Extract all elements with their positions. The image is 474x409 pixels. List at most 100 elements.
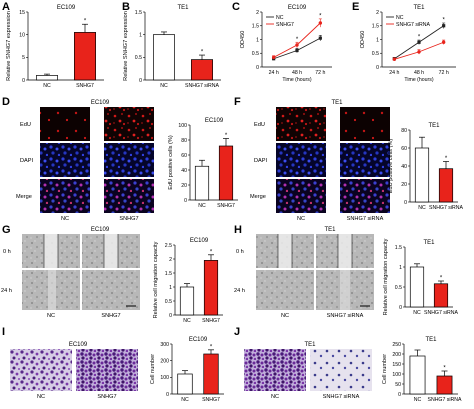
x-tick-label: SNHG7 [76, 83, 94, 89]
x-tick-label: NC [43, 83, 51, 89]
y-tick-label: 15 [19, 10, 25, 16]
merge-micrograph [276, 179, 326, 213]
y-axis-label: Relative SNHG7 expression [6, 11, 12, 81]
y-tick-label: 0 [139, 78, 142, 84]
row-label: DAPI [254, 158, 268, 164]
y-tick-label: 150 [392, 362, 401, 368]
y-tick-label: 100 [160, 375, 169, 381]
bar [409, 266, 425, 308]
image-title-j: TE1 [304, 342, 316, 348]
x-tick-label: NC [414, 397, 422, 403]
row-label: 24 h [1, 288, 12, 294]
dapi-micrograph [340, 143, 390, 177]
row-label: EdU [20, 122, 31, 128]
x-tick-label: NC [160, 83, 168, 89]
y-tick-label: 0 [184, 198, 187, 204]
bar [218, 145, 234, 201]
y-axis-label: OD450 [360, 31, 366, 49]
y-tick-label: 1 [139, 32, 142, 38]
significance-mark: * [210, 249, 213, 255]
x-axis-label: Time (hours) [282, 77, 311, 83]
y-tick-label: 250 [392, 342, 401, 348]
y-axis-label: EdU positive cells (%) [388, 139, 394, 194]
y-tick-label: 1 [376, 37, 379, 43]
y-tick-label: 200 [160, 358, 169, 364]
chart-title: EC109 [205, 118, 224, 124]
col-label: NC [61, 216, 69, 222]
y-axis-label: Relative cell migration capacity [383, 238, 389, 315]
col-label: NC [281, 313, 289, 319]
edu-micrograph [104, 107, 154, 141]
edu-micrograph [340, 107, 390, 141]
x-tick-label: SNHG7 [202, 318, 220, 324]
panel-letter-c: C [232, 1, 240, 13]
bar [74, 32, 96, 81]
y-tick-label: 0 [404, 200, 407, 206]
image-title-f: TE1 [331, 100, 343, 106]
legend-label: NC [396, 15, 404, 21]
col-label: NC [271, 394, 279, 400]
col-label: NC [297, 216, 305, 222]
data-point [295, 43, 299, 47]
bar [153, 34, 175, 81]
x-tick-label: NC [418, 205, 426, 211]
significance-mark: * [443, 366, 446, 372]
wound-image-grid-ec109: EC109 0 h 24 h NC SNHG7 [1, 227, 140, 319]
transwell-micrograph [310, 349, 372, 391]
bar-chart-b: 0 0.5 1 1.5 TE1 Relative SNHG7 expression NC * S… [123, 5, 221, 89]
chart-title: EC109 [288, 5, 307, 11]
panel-letter-d: D [2, 96, 10, 108]
y-tick-label: 80 [401, 128, 407, 134]
y-tick-label: 1.5 [252, 24, 259, 30]
x-tick-label: NC [181, 397, 189, 403]
y-tick-label: 2 [169, 257, 172, 263]
x-tick-label: NC [183, 318, 191, 324]
panel-letter-e: E [352, 1, 359, 13]
y-tick-label: 0.5 [135, 55, 142, 61]
data-point [318, 21, 323, 25]
merge-micrograph [340, 179, 390, 213]
x-tick-label: 48 h [292, 70, 302, 76]
col-label: SNHG7 [97, 394, 116, 400]
y-tick-label: 100 [178, 123, 187, 129]
panel-letter-g: G [2, 224, 11, 236]
image-title-d: EC109 [91, 100, 110, 106]
panel-letter-i: I [2, 326, 5, 338]
wound-gap [104, 234, 118, 268]
y-tick-label: 0 [22, 78, 25, 84]
y-tick-label: 300 [160, 342, 169, 348]
chart-title: TE1 [428, 123, 440, 129]
y-tick-label: 0 [398, 392, 401, 398]
x-tick-label: SNHG7 [202, 397, 220, 403]
bar [409, 355, 426, 395]
col-label: SNHG7 [119, 216, 138, 222]
chart-title: TE1 [177, 5, 189, 11]
data-point [271, 55, 276, 60]
row-label: 0 h [3, 249, 11, 255]
y-tick-label: 1.5 [395, 245, 402, 251]
y-tick-label: 20 [181, 183, 187, 189]
significance-mark: * [445, 156, 448, 162]
y-tick-label: 1 [256, 37, 259, 43]
chart-title: TE1 [423, 240, 435, 246]
x-tick-label: 24 h [269, 70, 279, 76]
panel-letter-h: H [234, 224, 242, 236]
bar-chart-f: 0 20 40 60 80 TE1 EdU positive cells (%) NC * SNH… [388, 123, 464, 211]
significance-mark: * [296, 37, 299, 43]
col-label: NC [47, 313, 55, 319]
y-tick-label: 60 [401, 146, 407, 152]
bar [436, 375, 453, 395]
panel-letter-f: F [234, 96, 241, 108]
y-tick-label: 0.5 [165, 299, 172, 305]
transwell-micrograph [244, 349, 306, 391]
y-tick-label: 80 [181, 138, 187, 144]
col-label: SNHG7 siRNA [323, 394, 360, 400]
dapi-micrograph [276, 143, 326, 177]
transwell-image-grid-te1: TE1 NC SNHG7 siRNA [244, 342, 372, 400]
x-tick-label: 24 h [389, 70, 399, 76]
row-label: 24 h [234, 288, 245, 294]
y-axis-label: Cell number [150, 354, 156, 384]
y-tick-label: 100 [392, 372, 401, 378]
